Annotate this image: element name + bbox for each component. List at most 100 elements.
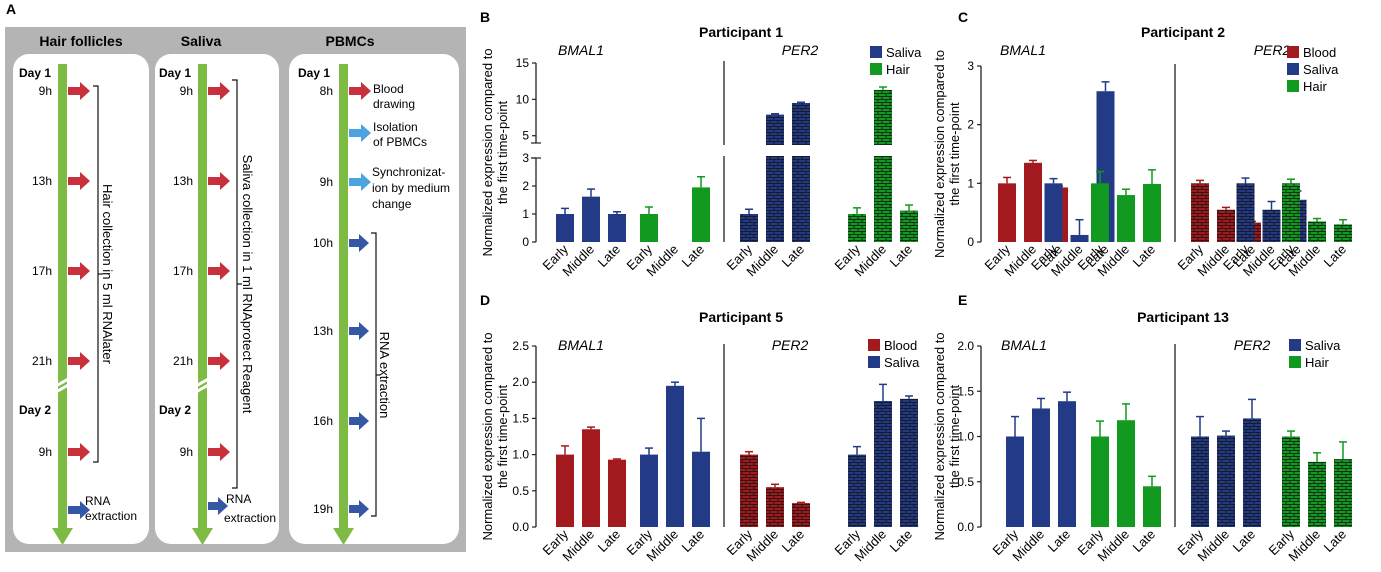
x-tick-label: Late [779,527,808,556]
bar-saliva [1032,408,1050,527]
legend-label: Hair [1303,79,1328,94]
step-label: change [372,197,412,211]
legend-swatch-hair [1287,80,1299,92]
panel-letter-e: E [958,292,967,308]
bar-saliva [692,451,710,527]
time-label: 17h [32,264,52,278]
y-tick-label: 15 [516,56,530,70]
legend-swatch-saliva [870,46,882,58]
timeline-bar [58,64,67,528]
time-label: 19h [313,502,333,516]
y-axis-label: the first time-point [495,100,510,204]
legend-swatch-blood [1287,46,1299,58]
bar-saliva [848,454,866,527]
bar-saliva [900,398,918,527]
red-arrow [208,172,230,190]
red-arrow [349,82,371,100]
bar-saliva [1044,183,1063,242]
bar-saliva [666,385,684,527]
y-tick-label: 2.0 [512,375,529,389]
bar-saliva [740,214,758,242]
gene-label-left: BMAL1 [558,42,604,58]
time-label: 17h [173,264,193,278]
x-tick-label: Late [679,527,708,556]
chart-title: Participant 13 [1137,309,1229,325]
bar-saliva [792,103,810,242]
bar-saliva [1243,418,1261,527]
legend-label: Blood [884,338,917,353]
step-label: Synchronizat- [372,165,445,179]
y-tick-label: 3 [522,151,529,165]
x-tick-label: Late [1321,527,1350,556]
legend-label: Saliva [886,45,922,60]
axis-break-mark [55,376,71,394]
time-label: 13h [173,174,193,188]
time-label: 13h [313,324,333,338]
x-tick-label: Late [1130,242,1159,271]
y-tick-label: 0.5 [957,475,974,489]
collection-arrows [208,82,230,461]
gene-label-left: BMAL1 [558,337,604,353]
blue-arrow [68,501,90,519]
time-label: 9h [320,175,333,189]
bar-hair [1091,436,1109,527]
time-label: 8h [320,84,333,98]
day2-label: Day 2 [19,403,51,417]
legend-label: Saliva [1305,338,1341,353]
bar-saliva [1070,234,1089,242]
x-tick-label: Late [887,527,916,556]
blue-arrow [349,322,369,340]
y-tick-label: 5 [522,129,529,143]
bar-hair [1282,183,1300,242]
collection-arrows [68,82,90,461]
legend-label: Hair [886,62,911,77]
time-label: 21h [32,354,52,368]
column-card [13,54,149,544]
x-tick-label: Late [1045,527,1074,556]
y-axis-label: the first time-point [947,102,962,206]
bar-saliva [1217,435,1235,527]
rna-label: RNA [226,492,251,506]
x-tick-label: Late [679,242,708,271]
bar-saliva [1191,436,1209,527]
panel-letter-c: C [958,9,968,25]
gene-label-left: BMAL1 [1000,42,1046,58]
light-blue-arrow [349,124,371,142]
bar-hair [692,187,710,242]
time-label: 16h [313,414,333,428]
panel-letter-b: B [480,9,490,25]
y-axis-label: Normalized expression compared to [932,332,947,540]
panel-letter-d: D [480,292,490,308]
y-axis-label: the first time-point [947,384,962,488]
y-tick-label: 2.5 [512,339,529,353]
y-tick-label: 1 [967,176,974,190]
red-arrow [208,443,230,461]
bar-saliva [874,401,892,527]
step-label: Blood [373,82,404,96]
day2-label: Day 2 [159,403,191,417]
x-tick-label: Late [595,242,624,271]
x-tick-label: Late [1130,527,1159,556]
timeline-bar [339,64,348,528]
blue-arrow [349,234,369,252]
chart-title: Participant 2 [1141,24,1225,40]
timeline-arrowhead [192,528,213,545]
timeline-arrowhead [333,528,354,545]
bar-saliva [608,214,626,242]
bracket-label: Hair collection in 5 ml RNAlater [100,184,115,365]
gene-label-right: PER2 [1254,42,1291,58]
rna-arrows [349,234,369,518]
legend-swatch-saliva [1287,63,1299,75]
y-tick-label: 10 [516,92,530,106]
bar-saliva [766,114,784,242]
light-blue-arrow [349,173,371,191]
x-tick-label: Late [595,527,624,556]
blue-arrow [208,497,228,515]
x-tick-label: Late [887,242,916,271]
bar-blood [1191,183,1209,242]
chart-title: Participant 1 [699,24,783,40]
red-arrow [208,82,230,100]
x-tick-label: Late [1321,242,1350,271]
column-title: Saliva [181,33,222,49]
step-label: Isolation [373,120,418,134]
